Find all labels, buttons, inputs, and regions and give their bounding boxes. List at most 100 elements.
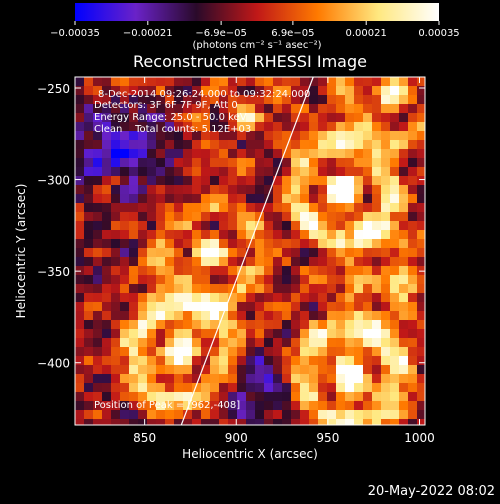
heatmap-cell: [327, 419, 337, 425]
heatmap-cell: [264, 338, 274, 348]
heatmap-cell: [381, 176, 391, 186]
heatmap-cell: [282, 212, 292, 222]
heatmap-cell: [345, 311, 355, 321]
heatmap-cell: [408, 104, 418, 114]
heatmap-cell: [417, 320, 425, 330]
heatmap-cell: [174, 365, 184, 375]
heatmap-cell: [408, 194, 418, 204]
heatmap-cell: [174, 230, 184, 240]
heatmap-cell: [246, 239, 256, 249]
heatmap-cell: [147, 167, 157, 177]
heatmap-cell: [111, 293, 121, 303]
heatmap-cell: [102, 230, 112, 240]
heatmap-cell: [336, 383, 346, 393]
heatmap-cell: [129, 293, 139, 303]
heatmap-cell: [147, 329, 157, 339]
heatmap-cell: [408, 383, 418, 393]
heatmap-cell: [165, 338, 175, 348]
heatmap-cell: [381, 275, 391, 285]
heatmap-cell: [219, 104, 229, 114]
heatmap-cell: [345, 212, 355, 222]
heatmap-cell: [237, 203, 247, 213]
heatmap-cell: [129, 392, 139, 402]
heatmap-cell: [237, 86, 247, 96]
info-line-clean: Clean Total counts: 5.12E+03: [94, 124, 251, 135]
heatmap-cell: [219, 338, 229, 348]
heatmap-cell: [390, 203, 400, 213]
heatmap-cell: [363, 86, 373, 96]
heatmap-cell: [84, 392, 94, 402]
heatmap-cell: [138, 149, 148, 159]
heatmap-cell: [327, 212, 337, 222]
heatmap-cell: [75, 131, 85, 141]
heatmap-cell: [345, 203, 355, 213]
heatmap-cell: [93, 347, 103, 357]
heatmap-cell: [102, 221, 112, 231]
heatmap-cell: [111, 401, 121, 411]
heatmap-cell: [120, 194, 130, 204]
heatmap-cell: [174, 347, 184, 357]
heatmap-cell: [84, 248, 94, 258]
heatmap-cell: [210, 347, 220, 357]
heatmap-cell: [381, 149, 391, 159]
heatmap-cell: [201, 194, 211, 204]
heatmap-cell: [309, 248, 319, 258]
heatmap-cell: [336, 185, 346, 195]
heatmap-cell: [183, 122, 193, 132]
heatmap-cell: [237, 383, 247, 393]
heatmap-cell: [399, 176, 409, 186]
heatmap-cell: [129, 410, 139, 420]
heatmap-cell: [219, 176, 229, 186]
heatmap-cell: [237, 185, 247, 195]
heatmap-cell: [372, 203, 382, 213]
heatmap-cell: [381, 230, 391, 240]
heatmap-cell: [210, 113, 220, 123]
heatmap-cell: [237, 140, 247, 150]
heatmap-cell: [156, 176, 166, 186]
heatmap-cell: [318, 203, 328, 213]
heatmap-cell: [291, 131, 301, 141]
heatmap-cell: [84, 410, 94, 420]
heatmap-cell: [120, 203, 130, 213]
heatmap-cell: [120, 149, 130, 159]
heatmap-cell: [327, 221, 337, 231]
heatmap-cell: [138, 104, 148, 114]
heatmap-cell: [300, 374, 310, 384]
heatmap-cell: [192, 149, 202, 159]
heatmap-cell: [174, 86, 184, 96]
heatmap-cell: [408, 86, 418, 96]
heatmap-cell: [399, 86, 409, 96]
heatmap-cell: [93, 401, 103, 411]
heatmap-cell: [363, 266, 373, 276]
heatmap-cell: [84, 320, 94, 330]
heatmap-cell: [255, 392, 265, 402]
heatmap-cell: [129, 365, 139, 375]
heatmap-cell: [399, 131, 409, 141]
y-tick-label: −250: [37, 82, 70, 96]
heatmap-cell: [246, 230, 256, 240]
heatmap-cell: [255, 113, 265, 123]
heatmap-cell: [381, 284, 391, 294]
heatmap-cell: [147, 302, 157, 312]
heatmap-cell: [201, 167, 211, 177]
heatmap-cell: [165, 419, 175, 425]
heatmap-cell: [354, 239, 364, 249]
heatmap-cell: [237, 302, 247, 312]
heatmap-cell: [390, 131, 400, 141]
heatmap-cell: [246, 419, 256, 425]
heatmap-cell: [264, 212, 274, 222]
heatmap-cell: [390, 167, 400, 177]
heatmap-cell: [84, 275, 94, 285]
heatmap-cell: [219, 329, 229, 339]
heatmap-cell: [336, 257, 346, 267]
heatmap-cell: [129, 221, 139, 231]
heatmap-cell: [228, 257, 238, 267]
heatmap-cell: [327, 77, 337, 87]
heatmap-cell: [138, 374, 148, 384]
heatmap-cell: [327, 230, 337, 240]
heatmap-cell: [345, 131, 355, 141]
heatmap-cell: [174, 338, 184, 348]
y-tick-label: −400: [37, 357, 70, 371]
heatmap-cell: [147, 383, 157, 393]
heatmap-cell: [345, 185, 355, 195]
